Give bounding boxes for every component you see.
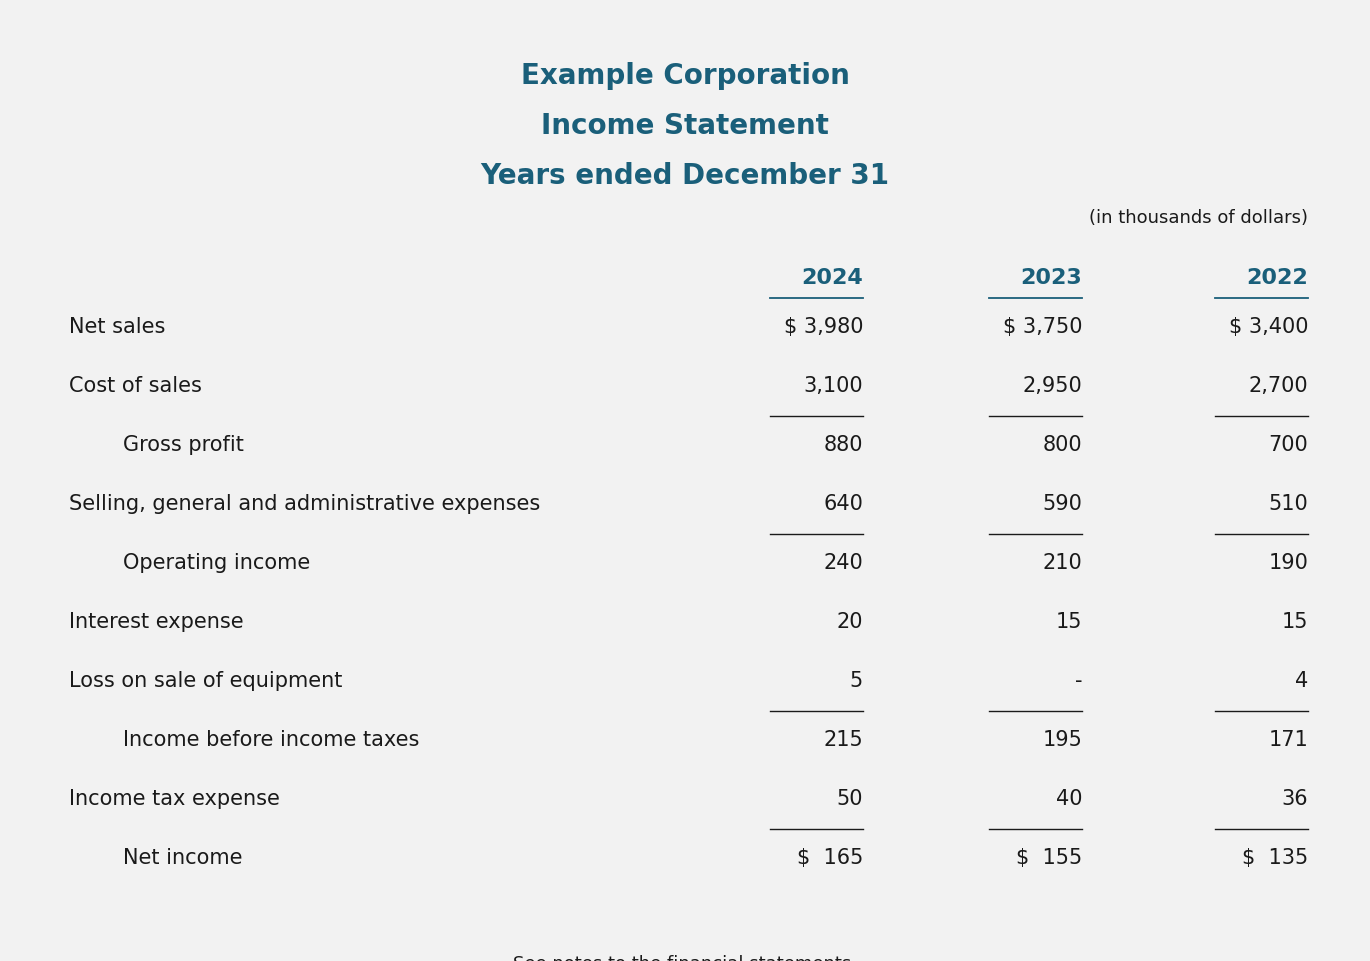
Text: Income before income taxes: Income before income taxes xyxy=(123,729,419,750)
Text: 2,700: 2,700 xyxy=(1248,376,1308,396)
Text: Operating income: Operating income xyxy=(123,553,311,573)
Text: 171: 171 xyxy=(1269,729,1308,750)
Text: Gross profit: Gross profit xyxy=(123,434,244,455)
Text: 800: 800 xyxy=(1043,434,1082,455)
Text: Example Corporation: Example Corporation xyxy=(521,62,849,89)
Text: Income tax expense: Income tax expense xyxy=(68,789,279,808)
Text: 190: 190 xyxy=(1269,553,1308,573)
Text: 36: 36 xyxy=(1282,789,1308,808)
Text: $  135: $ 135 xyxy=(1243,848,1308,868)
Text: $  165: $ 165 xyxy=(797,848,863,868)
Text: 20: 20 xyxy=(837,611,863,631)
Text: $ 3,400: $ 3,400 xyxy=(1229,317,1308,337)
Text: -: - xyxy=(1075,671,1082,691)
Text: 880: 880 xyxy=(823,434,863,455)
Text: Years ended December 31: Years ended December 31 xyxy=(481,162,889,190)
Text: 40: 40 xyxy=(1056,789,1082,808)
Text: $ 3,750: $ 3,750 xyxy=(1003,317,1082,337)
Text: Net income: Net income xyxy=(123,848,242,868)
Text: (in thousands of dollars): (in thousands of dollars) xyxy=(1089,209,1308,227)
Text: 3,100: 3,100 xyxy=(803,376,863,396)
Text: 4: 4 xyxy=(1295,671,1308,691)
Text: Selling, general and administrative expenses: Selling, general and administrative expe… xyxy=(68,494,540,514)
Text: $ 3,980: $ 3,980 xyxy=(784,317,863,337)
Text: 50: 50 xyxy=(837,789,863,808)
Text: 510: 510 xyxy=(1269,494,1308,514)
Text: 15: 15 xyxy=(1282,611,1308,631)
Text: See notes to the financial statements.: See notes to the financial statements. xyxy=(512,955,858,961)
Text: 700: 700 xyxy=(1269,434,1308,455)
Text: Interest expense: Interest expense xyxy=(68,611,242,631)
Text: 2,950: 2,950 xyxy=(1022,376,1082,396)
Text: 210: 210 xyxy=(1043,553,1082,573)
Text: Loss on sale of equipment: Loss on sale of equipment xyxy=(68,671,342,691)
Text: 640: 640 xyxy=(823,494,863,514)
Text: 240: 240 xyxy=(823,553,863,573)
Text: 590: 590 xyxy=(1043,494,1082,514)
Text: 195: 195 xyxy=(1043,729,1082,750)
Text: Net sales: Net sales xyxy=(68,317,164,337)
Text: 2024: 2024 xyxy=(801,268,863,288)
Text: 2023: 2023 xyxy=(1021,268,1082,288)
Text: 215: 215 xyxy=(823,729,863,750)
Text: Income Statement: Income Statement xyxy=(541,111,829,139)
Text: 5: 5 xyxy=(849,671,863,691)
Text: $  155: $ 155 xyxy=(1017,848,1082,868)
Text: 2022: 2022 xyxy=(1247,268,1308,288)
Text: Cost of sales: Cost of sales xyxy=(68,376,201,396)
Text: 15: 15 xyxy=(1056,611,1082,631)
